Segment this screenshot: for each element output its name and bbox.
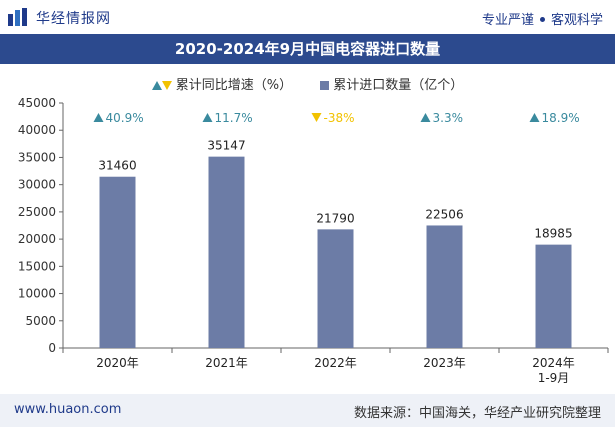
top-bar: 华经情报网 专业严谨 客观科学 [0, 0, 615, 34]
legend-bar-label: 累计进口数量（亿个） [333, 78, 464, 93]
bar-value-label: 18985 [534, 227, 572, 241]
bar-value-label: 22506 [425, 207, 463, 221]
y-tick-label: 40000 [18, 123, 56, 137]
x-category-label: 2023年 [423, 356, 466, 370]
y-tick-label: 5000 [25, 314, 56, 328]
x-category-label: 2024年 [532, 356, 575, 370]
growth-up-triangle-icon [202, 113, 213, 122]
bar [99, 176, 136, 348]
legend-growth: 累计同比增速（%） [151, 74, 293, 93]
slogan: 专业严谨 客观科学 [482, 9, 603, 28]
y-tick-label: 20000 [18, 232, 56, 246]
x-category-label: 1-9月 [538, 371, 570, 385]
bar-value-label: 21790 [316, 211, 354, 225]
footer-source: 数据来源：中国海关，华经产业研究院整理 [353, 406, 601, 421]
x-category-label: 2022年 [314, 356, 357, 370]
legend-up-triangle-icon [151, 81, 162, 90]
brand-name: 华经情报网 [36, 11, 111, 27]
x-category-label: 2020年 [96, 356, 139, 370]
growth-label: 40.9% [106, 111, 144, 125]
y-tick-label: 35000 [18, 150, 56, 164]
chart-title: 2020-2024年9月中国电容器进口数量 [0, 34, 615, 64]
slogan-right: 客观科学 [550, 13, 603, 28]
growth-label: 18.9% [542, 111, 580, 125]
bar-value-label: 35147 [207, 139, 245, 153]
slogan-dot-icon [539, 17, 545, 22]
footer: www.huaon.com 数据来源：中国海关，华经产业研究院整理 [0, 394, 615, 427]
chart-legend: 累计同比增速（%） 累计进口数量（亿个） [0, 74, 615, 93]
growth-down-triangle-icon [311, 113, 322, 122]
y-tick-label: 45000 [18, 96, 56, 110]
bar [426, 225, 463, 348]
legend-bars: 累计进口数量（亿个） [320, 74, 463, 93]
growth-up-triangle-icon [420, 113, 431, 122]
growth-label: 11.7% [215, 111, 253, 125]
brand-logo-icon [8, 8, 27, 26]
y-tick-label: 10000 [18, 287, 56, 301]
growth-label: 3.3% [433, 111, 464, 125]
bar-value-label: 31460 [98, 159, 136, 173]
bar [317, 229, 354, 348]
y-tick-label: 30000 [18, 178, 56, 192]
footer-site[interactable]: www.huaon.com [14, 402, 122, 417]
legend-growth-label: 累计同比增速（%） [175, 78, 293, 93]
x-category-label: 2021年 [205, 356, 248, 370]
growth-label: -38% [324, 111, 355, 125]
bar-chart: 0 5000 10000 15000 20000 25000 30000 35000 40000… [18, 96, 609, 385]
slogan-left: 专业严谨 [481, 13, 534, 28]
y-tick-label: 0 [48, 341, 56, 355]
y-tick-label: 25000 [18, 205, 56, 219]
growth-up-triangle-icon [93, 113, 104, 122]
legend-bar-swatch-icon [320, 81, 330, 90]
y-tick-label: 15000 [18, 259, 56, 273]
legend-down-triangle-icon [161, 81, 172, 90]
bar [208, 156, 245, 348]
growth-up-triangle-icon [529, 113, 540, 122]
bar [535, 244, 572, 348]
